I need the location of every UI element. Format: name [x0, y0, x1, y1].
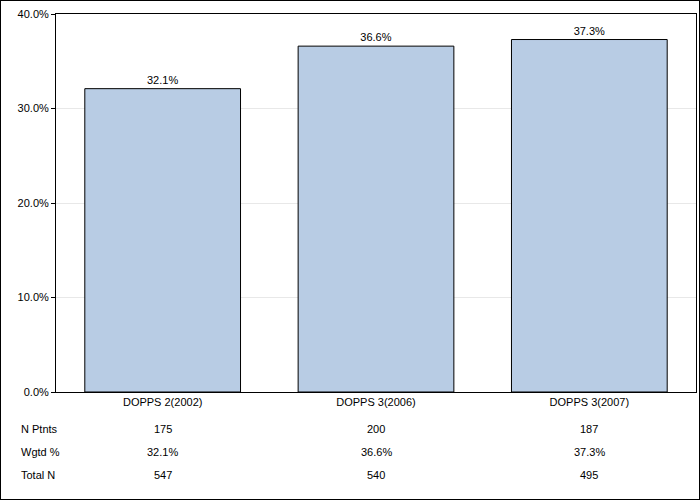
svg-text:495: 495 — [580, 469, 598, 481]
svg-text:Total N: Total N — [21, 469, 55, 481]
svg-text:32.1%: 32.1% — [147, 74, 178, 86]
svg-text:DOPPS 3(2006): DOPPS 3(2006) — [336, 396, 415, 408]
svg-text:0.0%: 0.0% — [24, 386, 49, 398]
svg-text:547: 547 — [154, 469, 172, 481]
svg-text:DOPPS 2(2002): DOPPS 2(2002) — [123, 396, 202, 408]
svg-text:175: 175 — [154, 423, 172, 435]
svg-text:N Ptnts: N Ptnts — [21, 423, 58, 435]
svg-text:187: 187 — [580, 423, 598, 435]
svg-text:37.3%: 37.3% — [574, 25, 605, 37]
svg-text:540: 540 — [367, 469, 385, 481]
svg-text:200: 200 — [367, 423, 385, 435]
svg-text:40.0%: 40.0% — [18, 8, 49, 20]
svg-text:36.6%: 36.6% — [361, 446, 392, 458]
svg-text:10.0%: 10.0% — [18, 291, 49, 303]
svg-text:36.6%: 36.6% — [360, 31, 391, 43]
svg-text:DOPPS 3(2007): DOPPS 3(2007) — [550, 396, 629, 408]
svg-text:32.1%: 32.1% — [147, 446, 178, 458]
svg-text:37.3%: 37.3% — [574, 446, 605, 458]
svg-text:20.0%: 20.0% — [18, 197, 49, 209]
svg-text:30.0%: 30.0% — [18, 102, 49, 114]
svg-text:Wgtd %: Wgtd % — [21, 446, 60, 458]
